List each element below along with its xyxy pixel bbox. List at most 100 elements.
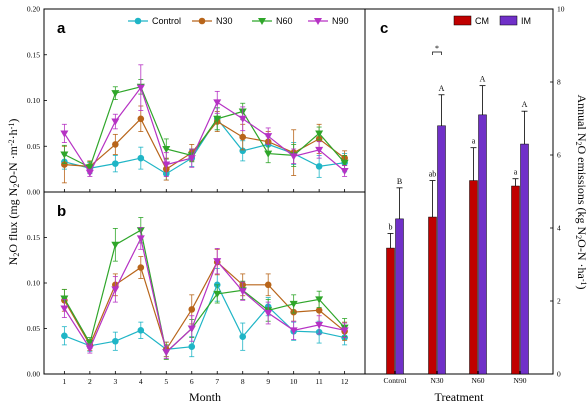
data-point [315,307,323,314]
axis-title-part: 2 [12,253,21,257]
data-point [264,150,273,158]
data-point [239,133,247,141]
y-tick-label: 0.15 [27,50,40,59]
data-point [136,235,145,243]
significance-letter: a [514,168,518,177]
y-tick-label: 8 [557,78,561,87]
significance-letter: A [439,84,445,93]
data-point [162,145,171,153]
data-point [213,258,222,266]
significance-letter: A [522,100,528,109]
y-tick-label: 6 [557,151,561,160]
axis-title-part: -2 [7,139,16,146]
bar [511,185,520,375]
data-point [60,151,69,159]
series-line [64,283,345,351]
significance-letter: a [472,137,476,146]
data-point [264,281,272,289]
data-point [112,160,119,167]
legend-marker [258,18,266,25]
data-point [315,146,324,154]
x-tick-label: 4 [139,377,143,386]
y-tick-label: 0.15 [27,233,40,242]
x-tick-label: 11 [316,377,323,386]
data-point [264,310,273,318]
axis-title-part: ) [6,119,20,123]
data-point [111,90,120,98]
legend-label: N30 [216,16,233,26]
axis-title-part: ·h [6,129,20,139]
y-axis-title-flux: N2O flux (mg N2O-N ·m-2·h-1) [6,119,21,266]
data-point [188,343,196,351]
series-line [63,261,345,351]
data-point [85,340,94,348]
series-line [63,86,345,175]
data-point [85,169,94,177]
legend-label: N60 [276,16,293,26]
series-line [64,117,345,175]
bar [520,143,529,375]
data-point [61,161,68,168]
x-tick-label: 6 [190,377,194,386]
bar [469,180,478,375]
axis-title-part: Annual N [575,95,587,142]
series-n90 [60,227,349,359]
data-point [238,288,247,296]
data-point [137,264,145,271]
axis-title-part: O-N ·ha [575,239,587,279]
axis-title-part: O flux (mg N [6,187,20,252]
data-point [239,333,247,340]
legend-marker [198,17,206,25]
y-tick-label: 0 [557,370,561,379]
data-point [187,325,196,333]
data-point [289,153,298,161]
x-tick-label: 10 [290,377,298,386]
axis-title-part: ) [575,286,587,290]
series-line [63,229,346,354]
y-tick-label: 0.05 [27,142,40,151]
x-axis-title-month: Month [189,390,221,404]
significance-star: * [435,44,439,53]
x-tick-label: 2 [88,377,92,386]
x-tick-label: 7 [215,377,219,386]
axis-title-part: 2 [574,142,583,146]
category-label: N60 [472,376,485,385]
series-n60 [60,217,349,360]
data-point [112,141,119,148]
axis-title-part: -1 [579,279,587,286]
data-point [213,290,222,298]
data-point [60,305,69,313]
category-label: N90 [514,376,527,385]
y-tick-label: 2 [557,297,561,306]
data-point [111,286,120,294]
series-n30 [61,248,348,358]
y-tick-label: 0.00 [27,370,40,379]
data-point [85,164,94,172]
panel-letter-b: b [57,203,66,220]
significance-letter: A [480,75,486,84]
y-tick-label: 0.05 [27,324,40,333]
x-tick-label: 3 [113,377,117,386]
data-point [213,115,222,123]
bar [478,114,487,375]
axis-title-part: -1 [7,123,16,130]
significance-letter: B [397,177,402,186]
legend-label: Control [152,16,181,26]
legend: Control N30 N60 N90 [128,16,349,26]
legend-marker [314,18,322,25]
y-tick-label: 0.10 [27,279,40,288]
bar [437,125,446,375]
data-point [137,154,145,162]
axis-title-part: 2 [574,235,583,239]
y-tick-label: 0.00 [27,188,40,197]
panel-a-plot: 0.00 0.05 0.10 0.15 0.20 Control N30 N60 N90 [27,5,349,197]
data-point [289,327,298,335]
data-point [315,163,323,170]
x-tick-label: 5 [164,377,168,386]
data-point [60,130,69,138]
data-point [239,147,247,155]
axis-title-part: O emissions (kg N [575,146,587,236]
axis-title-part: O-N ·m [6,145,20,183]
panel-c-plot: 0 2 4 6 8 10 Control N30 N60 N90 b ab a a B A A A * CM IM [384,5,565,386]
data-point [264,133,273,141]
